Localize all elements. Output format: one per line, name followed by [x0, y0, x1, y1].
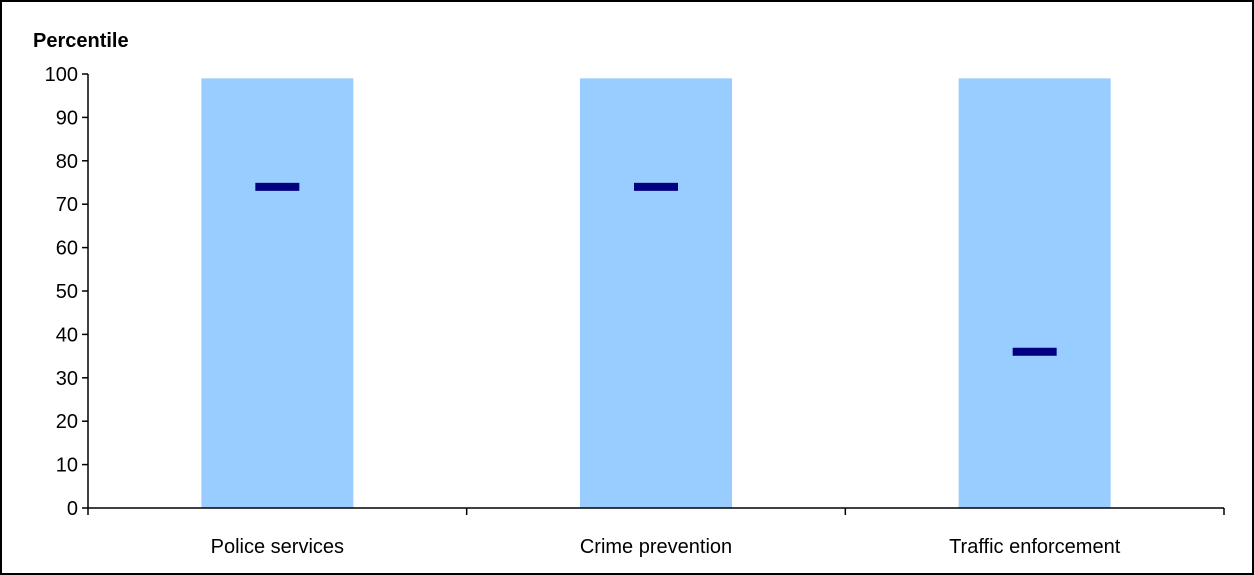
y-tick-label: 50 [56, 281, 78, 303]
x-tick-labels: Police services Crime prevention Traffic e… [211, 536, 1121, 558]
range-bar [958, 78, 1111, 508]
value-markers [255, 182, 1057, 356]
y-tick-labels: 0 10 20 30 40 50 60 70 80 90 100 [45, 64, 78, 520]
y-tick-label: 20 [56, 411, 78, 433]
value-marker [1012, 347, 1057, 356]
y-tick-label: 90 [56, 107, 78, 129]
y-tick-label: 60 [56, 238, 78, 260]
y-tick-label: 80 [56, 151, 78, 173]
value-marker [634, 182, 678, 191]
value-marker [255, 182, 300, 191]
y-tick-label: 10 [56, 455, 78, 477]
y-tick-label: 0 [67, 498, 78, 520]
x-tick-label: Traffic enforcement [949, 536, 1121, 558]
range-bars [201, 78, 1111, 508]
range-bar [201, 78, 354, 508]
y-axis-label: Percentile [33, 30, 129, 52]
y-tick-label: 30 [56, 368, 78, 390]
y-tick-label: 40 [56, 324, 78, 346]
x-tick-label: Crime prevention [580, 536, 732, 558]
range-bar [580, 78, 732, 508]
axes [82, 73, 1225, 515]
y-tick-label: 100 [45, 64, 78, 86]
y-tick-label: 70 [56, 194, 78, 216]
x-tick-label: Police services [211, 536, 344, 558]
